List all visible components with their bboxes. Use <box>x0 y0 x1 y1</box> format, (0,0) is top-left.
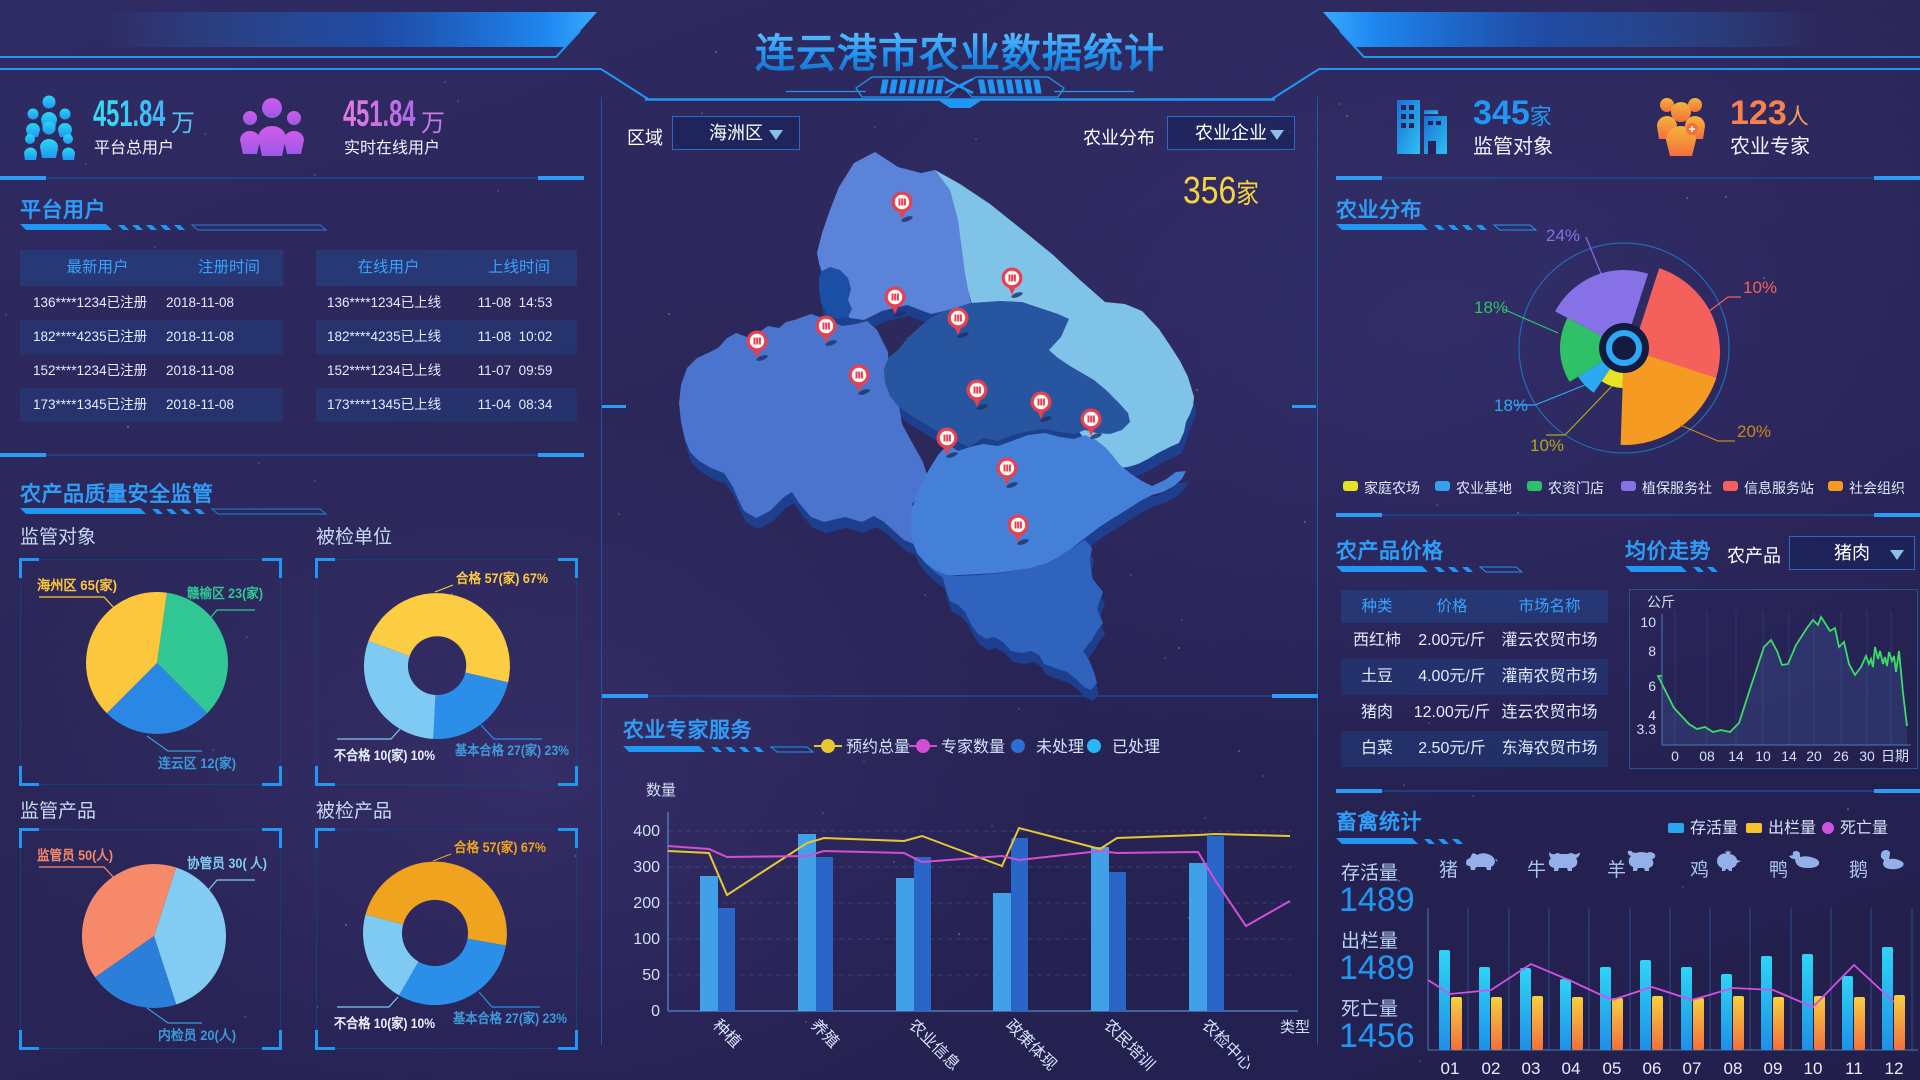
svg-text:09: 09 <box>1764 1059 1783 1078</box>
svg-text:类型: 类型 <box>1280 1019 1310 1036</box>
svg-text:24%: 24% <box>1546 226 1580 245</box>
svg-text:不合格 10(家) 10%: 不合格 10(家) 10% <box>334 1015 435 1031</box>
svg-text:01: 01 <box>1441 1059 1460 1078</box>
svg-text:政策体现: 政策体现 <box>1002 1016 1060 1074</box>
svg-text:30: 30 <box>1859 748 1875 764</box>
svg-text:300: 300 <box>633 859 660 876</box>
svg-text:监管员 50(人): 监管员 50(人) <box>37 847 113 863</box>
svg-text:日期: 日期 <box>1881 748 1909 764</box>
svg-text:04: 04 <box>1562 1059 1581 1078</box>
svg-text:专家数量: 专家数量 <box>941 738 1005 756</box>
svg-text:11: 11 <box>1845 1059 1863 1078</box>
svg-text:合格 57(家) 67%: 合格 57(家) 67% <box>456 570 548 586</box>
svg-text:05: 05 <box>1603 1059 1622 1078</box>
svg-text:1489: 1489 <box>1339 881 1415 919</box>
svg-text:26: 26 <box>1833 748 1849 764</box>
svg-text:农民培训: 农民培训 <box>1100 1016 1158 1074</box>
svg-text:内检员 20(人): 内检员 20(人) <box>158 1027 236 1043</box>
svg-text:0: 0 <box>651 1003 660 1020</box>
svg-text:海州区 65(家): 海州区 65(家) <box>37 577 117 593</box>
svg-text:农检中心: 农检中心 <box>1198 1016 1256 1074</box>
svg-text:10%: 10% <box>1530 436 1564 455</box>
svg-text:养殖: 养殖 <box>807 1016 842 1051</box>
svg-text:赣榆区 23(家): 赣榆区 23(家) <box>187 585 263 601</box>
svg-text:14: 14 <box>1781 748 1797 764</box>
svg-text:3.3: 3.3 <box>1637 721 1657 737</box>
svg-text:已处理: 已处理 <box>1112 738 1160 756</box>
svg-text:200: 200 <box>633 895 660 912</box>
svg-text:基本合格 27(家) 23%: 基本合格 27(家) 23% <box>453 1010 567 1026</box>
svg-text:02: 02 <box>1482 1059 1501 1078</box>
svg-text:连云区 12(家): 连云区 12(家) <box>158 755 236 771</box>
svg-text:1489: 1489 <box>1339 949 1415 987</box>
svg-text:合格 57(家) 67%: 合格 57(家) 67% <box>454 839 546 855</box>
svg-text:20%: 20% <box>1737 422 1771 441</box>
svg-text:1456: 1456 <box>1339 1017 1415 1055</box>
svg-text:100: 100 <box>633 931 660 948</box>
svg-text:18%: 18% <box>1494 396 1528 415</box>
svg-text:死亡量: 死亡量 <box>1341 998 1398 1020</box>
svg-text:鹅: 鹅 <box>1849 859 1868 881</box>
svg-text:出栏量: 出栏量 <box>1341 930 1398 952</box>
svg-text:基本合格 27(家) 23%: 基本合格 27(家) 23% <box>455 742 569 758</box>
svg-text:6: 6 <box>1648 678 1656 694</box>
svg-text:预约总量: 预约总量 <box>846 738 910 756</box>
svg-text:06: 06 <box>1643 1059 1662 1078</box>
svg-text:08: 08 <box>1724 1059 1743 1078</box>
svg-text:不合格 10(家) 10%: 不合格 10(家) 10% <box>334 747 435 763</box>
svg-text:鸡: 鸡 <box>1690 859 1709 881</box>
svg-text:4: 4 <box>1648 707 1656 723</box>
svg-text:50: 50 <box>642 967 660 984</box>
svg-text:12: 12 <box>1885 1059 1904 1078</box>
svg-text:03: 03 <box>1522 1059 1541 1078</box>
svg-text:牛: 牛 <box>1527 859 1546 881</box>
svg-text:10%: 10% <box>1743 278 1777 297</box>
svg-text:14: 14 <box>1728 748 1744 764</box>
svg-text:死亡量: 死亡量 <box>1840 819 1888 837</box>
svg-text:农业信息: 农业信息 <box>905 1016 963 1074</box>
svg-text:羊: 羊 <box>1607 859 1626 881</box>
svg-text:存活量: 存活量 <box>1341 862 1398 884</box>
svg-text:存活量: 存活量 <box>1690 819 1738 837</box>
svg-text:10: 10 <box>1804 1059 1823 1078</box>
svg-text:猪: 猪 <box>1439 859 1458 881</box>
svg-text:鸭: 鸭 <box>1769 859 1788 881</box>
svg-text:0: 0 <box>1671 748 1679 764</box>
svg-text:公斤: 公斤 <box>1647 594 1675 610</box>
svg-text:20: 20 <box>1806 748 1822 764</box>
svg-text:07: 07 <box>1683 1059 1702 1078</box>
svg-text:种植: 种植 <box>709 1016 744 1051</box>
svg-text:10: 10 <box>1640 614 1656 630</box>
svg-text:10: 10 <box>1755 748 1771 764</box>
svg-text:08: 08 <box>1699 748 1715 764</box>
svg-text:未处理: 未处理 <box>1036 738 1084 756</box>
svg-text:18%: 18% <box>1474 298 1508 317</box>
svg-text:400: 400 <box>633 823 660 840</box>
svg-text:8: 8 <box>1648 643 1656 659</box>
svg-text:出栏量: 出栏量 <box>1768 819 1816 837</box>
svg-text:数量: 数量 <box>646 782 676 799</box>
svg-text:协管员 30( 人): 协管员 30( 人) <box>187 855 267 871</box>
